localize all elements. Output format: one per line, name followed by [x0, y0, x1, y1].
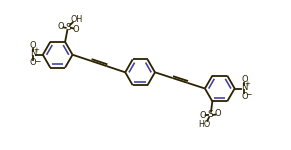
Text: O: O: [30, 58, 36, 67]
Text: S: S: [65, 23, 71, 32]
Text: O: O: [73, 25, 79, 34]
Text: N: N: [30, 49, 36, 58]
Text: O: O: [58, 22, 64, 31]
Text: OH: OH: [70, 15, 83, 24]
Text: −: −: [245, 90, 251, 99]
Text: −: −: [34, 57, 40, 66]
Text: O: O: [214, 109, 221, 118]
Text: O: O: [30, 41, 36, 50]
Text: HO: HO: [198, 120, 211, 129]
Text: +: +: [245, 81, 251, 87]
Text: O: O: [241, 92, 248, 101]
Text: +: +: [33, 47, 39, 53]
Text: O: O: [200, 111, 207, 120]
Text: O: O: [241, 75, 248, 84]
Text: N: N: [241, 83, 248, 92]
Text: S: S: [207, 110, 213, 119]
